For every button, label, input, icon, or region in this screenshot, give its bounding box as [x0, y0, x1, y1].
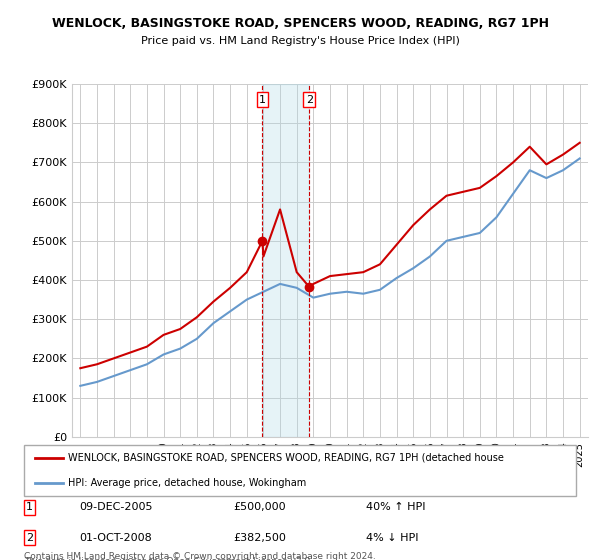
Text: WENLOCK, BASINGSTOKE ROAD, SPENCERS WOOD, READING, RG7 1PH: WENLOCK, BASINGSTOKE ROAD, SPENCERS WOOD…	[52, 17, 548, 30]
FancyBboxPatch shape	[24, 445, 576, 496]
Text: 1: 1	[259, 95, 266, 105]
Text: 4% ↓ HPI: 4% ↓ HPI	[366, 533, 419, 543]
Text: 2: 2	[305, 95, 313, 105]
Text: 40% ↑ HPI: 40% ↑ HPI	[366, 502, 426, 512]
Text: This data is licensed under the Open Government Licence v3.0.: This data is licensed under the Open Gov…	[24, 557, 313, 560]
Text: 1: 1	[26, 502, 33, 512]
Bar	[262, 84, 309, 437]
Text: 2: 2	[26, 533, 33, 543]
Text: 01-OCT-2008: 01-OCT-2008	[79, 533, 152, 543]
Text: Price paid vs. HM Land Registry's House Price Index (HPI): Price paid vs. HM Land Registry's House …	[140, 36, 460, 46]
Text: 09-DEC-2005: 09-DEC-2005	[79, 502, 152, 512]
Text: £500,000: £500,000	[234, 502, 286, 512]
Text: HPI: Average price, detached house, Wokingham: HPI: Average price, detached house, Woki…	[68, 478, 307, 488]
Text: £382,500: £382,500	[234, 533, 287, 543]
Text: Contains HM Land Registry data © Crown copyright and database right 2024.: Contains HM Land Registry data © Crown c…	[24, 552, 376, 560]
Text: WENLOCK, BASINGSTOKE ROAD, SPENCERS WOOD, READING, RG7 1PH (detached house: WENLOCK, BASINGSTOKE ROAD, SPENCERS WOOD…	[68, 453, 504, 463]
